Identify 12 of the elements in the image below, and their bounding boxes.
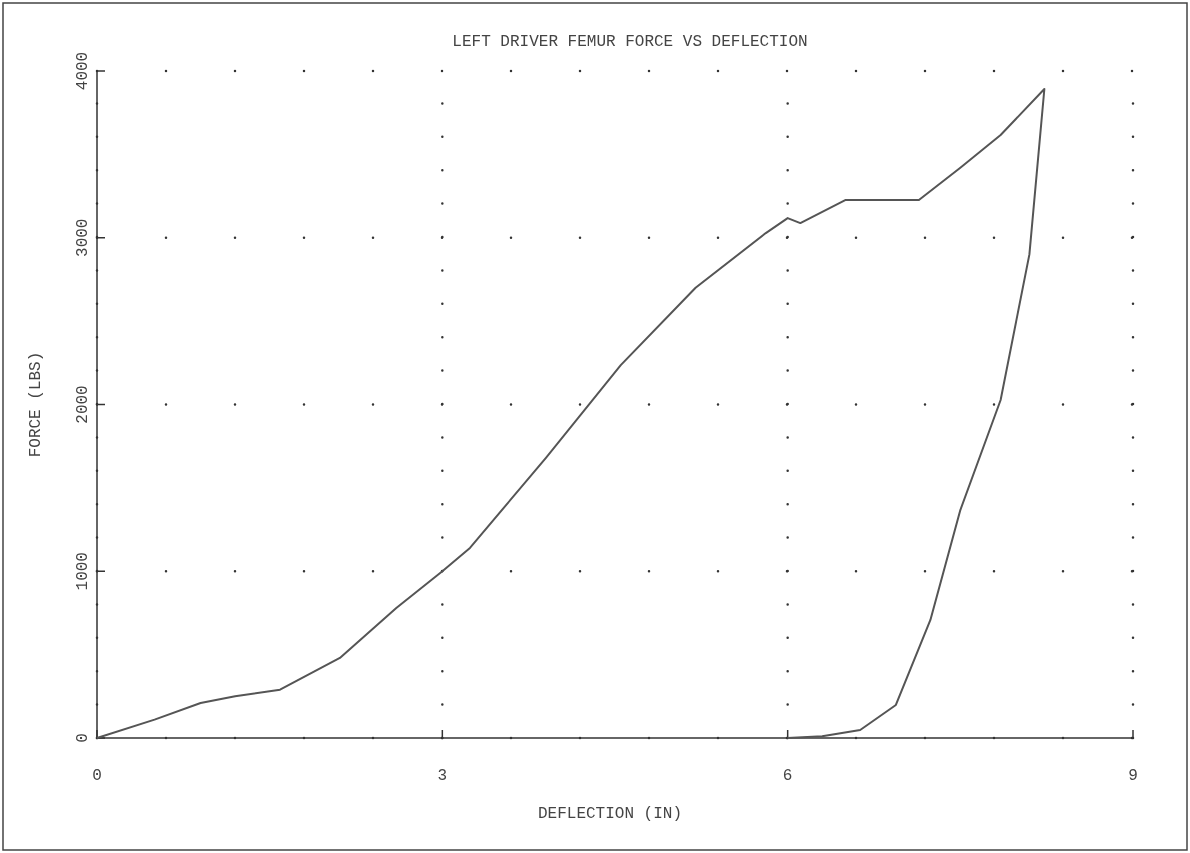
y-tick-label: 0 [74, 733, 92, 743]
x-tick-label: 6 [782, 767, 793, 785]
y-tick-label: 3000 [74, 218, 92, 257]
x-tick-label: 9 [1128, 767, 1138, 785]
y-tick-label: 1000 [74, 552, 92, 591]
chart-title: LEFT DRIVER FEMUR FORCE VS DEFLECTION [452, 33, 808, 51]
y-tick-label: 4000 [74, 51, 92, 91]
line-series [96, 88, 1046, 739]
x-tick-label: 3 [437, 767, 448, 785]
y-axis-title: FORCE (LBS) [27, 351, 45, 458]
x-axis-title: DEFLECTION (IN) [537, 805, 683, 823]
y-tick-label: 2000 [74, 385, 92, 424]
